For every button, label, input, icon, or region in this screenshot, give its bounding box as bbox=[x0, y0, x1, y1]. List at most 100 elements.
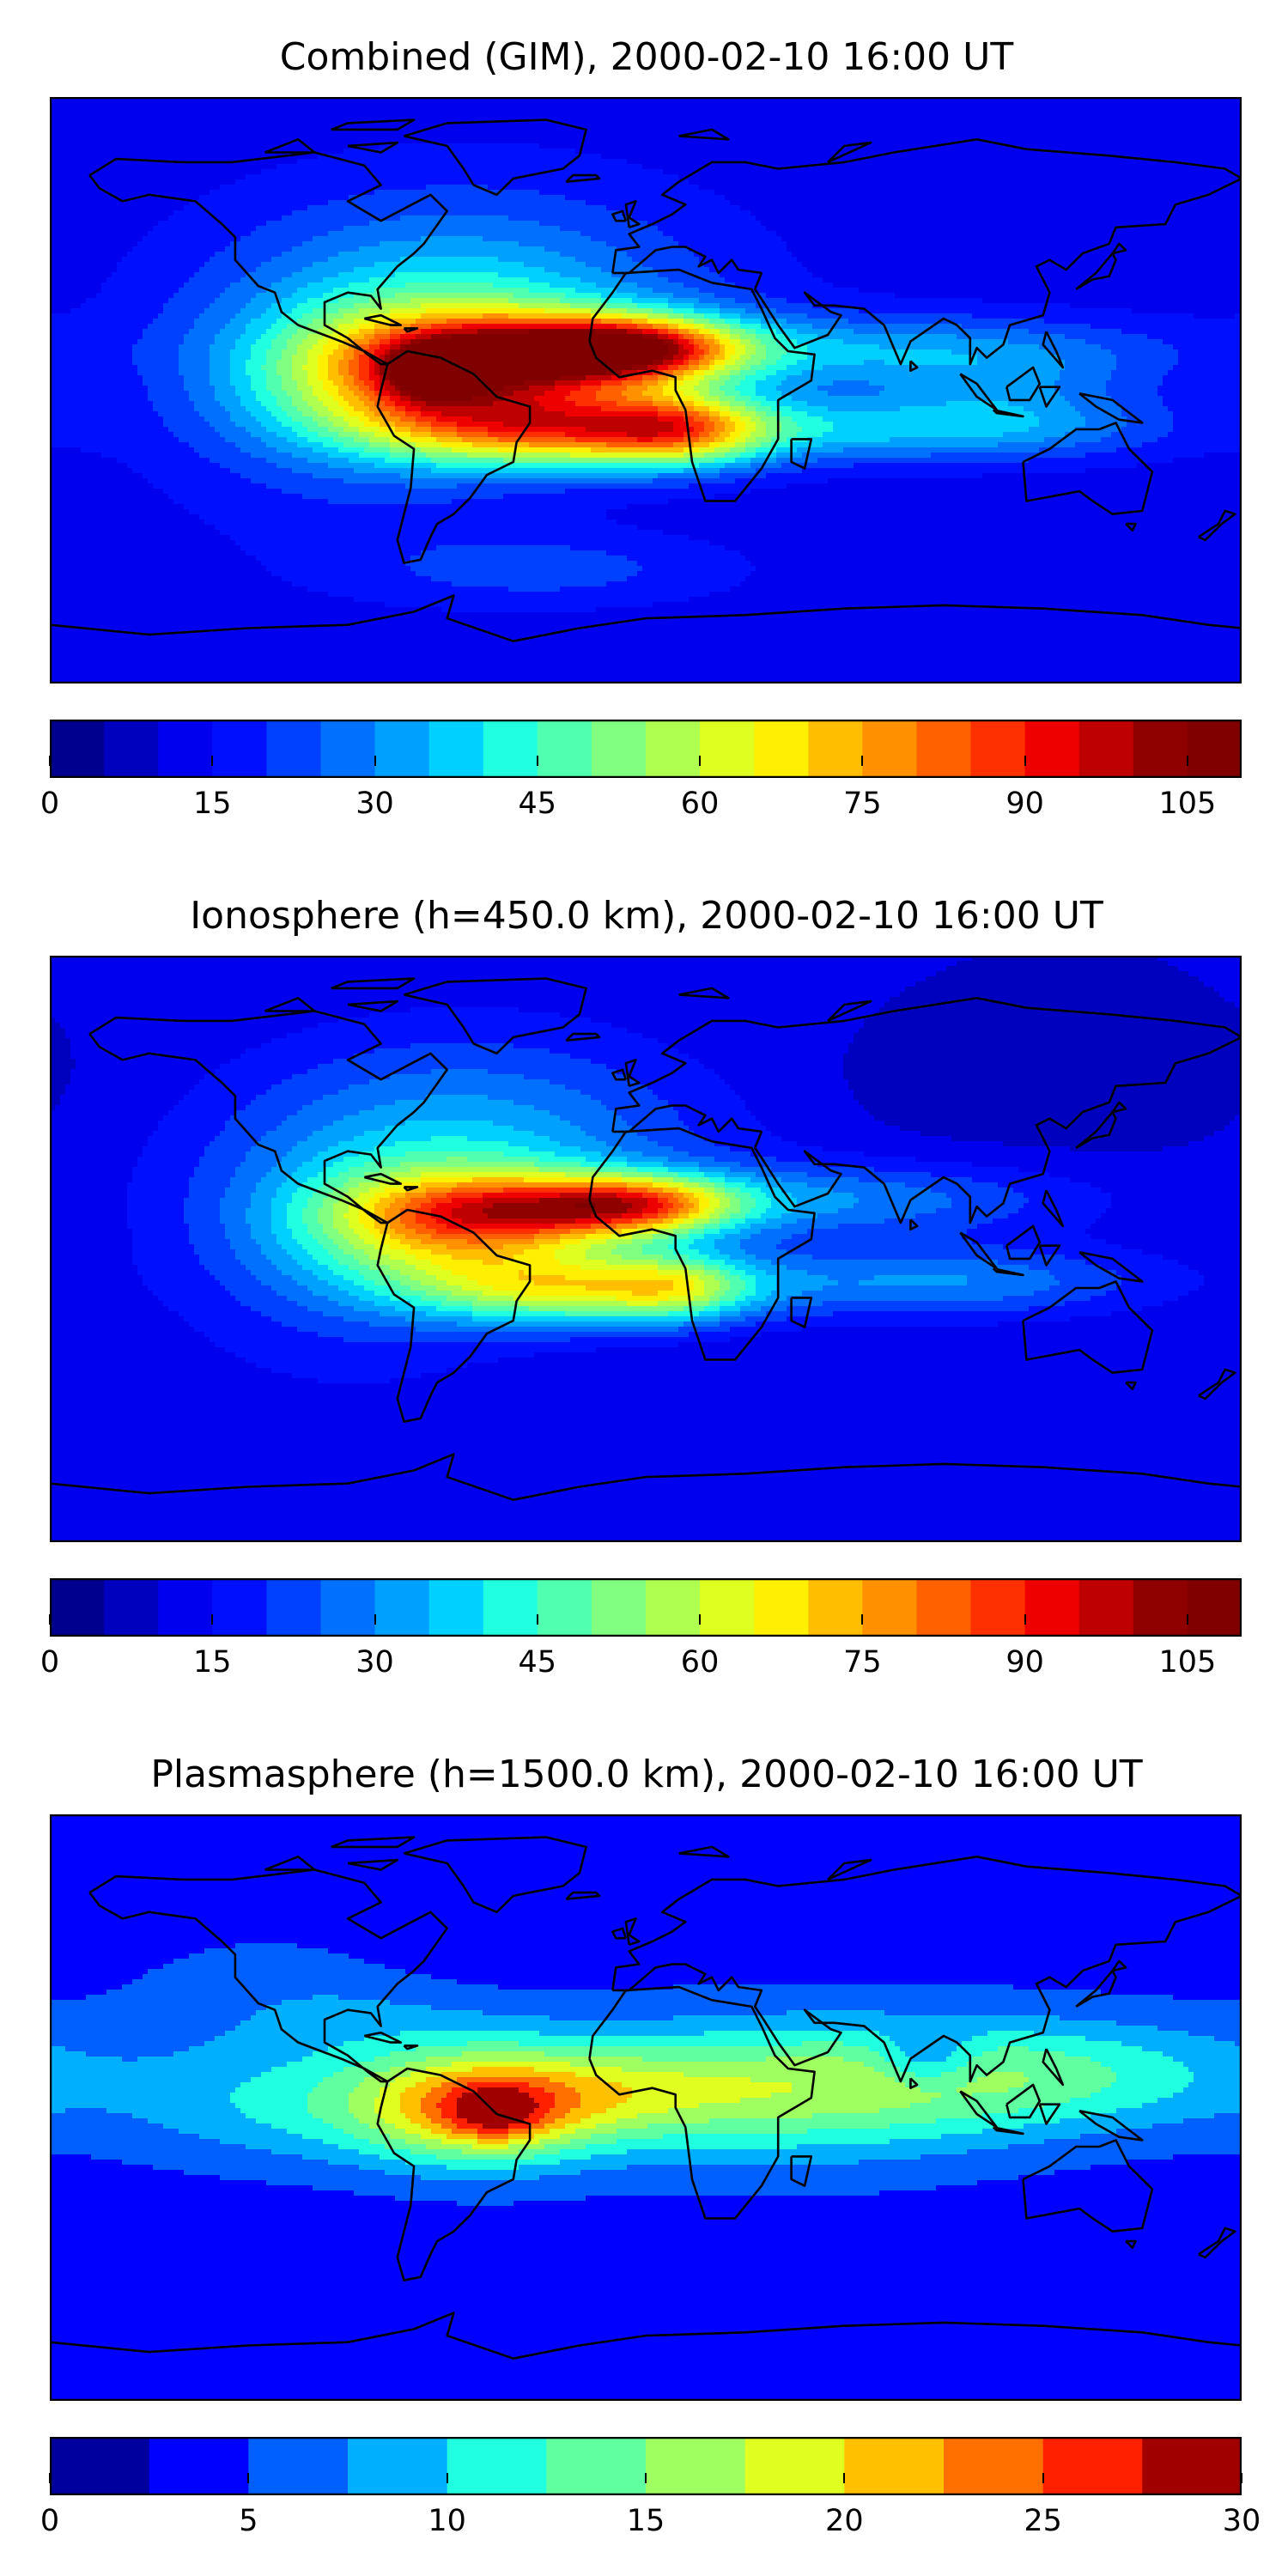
colorbar bbox=[50, 720, 1242, 778]
colorbar-segment bbox=[50, 720, 105, 778]
colorbar-tick bbox=[49, 1614, 51, 1625]
colorbar-segment bbox=[374, 720, 430, 778]
colorbar-tick-label: 30 bbox=[355, 787, 394, 821]
colorbar-tick bbox=[1042, 2473, 1044, 2483]
colorbar-segment bbox=[212, 1578, 267, 1637]
colorbar-segment bbox=[944, 2437, 1044, 2495]
colorbar bbox=[50, 2437, 1242, 2495]
panel-title: Plasmasphere (h=1500.0 km), 2000-02-10 1… bbox=[150, 1753, 1143, 1796]
colorbar-tick bbox=[446, 2473, 448, 2483]
colorbar-segment bbox=[348, 2437, 448, 2495]
colorbar-segment bbox=[320, 1578, 376, 1637]
colorbar-tick-label: 5 bbox=[239, 2504, 258, 2538]
coastlines bbox=[50, 118, 1242, 642]
colorbar-tick-label: 0 bbox=[39, 787, 60, 821]
colorbar-segment bbox=[483, 720, 538, 778]
colorbar-segment bbox=[808, 720, 863, 778]
colorbar-segment bbox=[646, 1578, 701, 1637]
colorbar-tick bbox=[211, 1614, 214, 1625]
colorbar-tick bbox=[1024, 756, 1026, 766]
colorbar-segment bbox=[537, 720, 592, 778]
colorbar-ticks: 0 15 30 45 60 75 90 105 bbox=[40, 1614, 1242, 1683]
colorbar-segment bbox=[537, 1578, 592, 1637]
tec-field bbox=[50, 97, 1242, 683]
colorbar-segment bbox=[808, 1578, 863, 1637]
colorbar-tick bbox=[49, 2473, 51, 2483]
colorbar-ticks: 0 5 10 15 20 25 30 bbox=[40, 2473, 1261, 2542]
colorbar-segment bbox=[1187, 720, 1242, 778]
coastlines bbox=[50, 1836, 1242, 2360]
colorbar-segment bbox=[970, 1578, 1026, 1637]
panel-title: Ionosphere (h=450.0 km), 2000-02-10 16:0… bbox=[190, 894, 1103, 938]
tec-field bbox=[50, 1814, 1242, 2401]
colorbar-tick bbox=[374, 1614, 376, 1625]
colorbar-tick bbox=[1241, 2473, 1242, 2483]
colorbar-tick-label: 20 bbox=[825, 2504, 864, 2538]
colorbar-segment bbox=[700, 720, 755, 778]
map-frame bbox=[50, 97, 1242, 683]
colorbar-tick-label: 25 bbox=[1024, 2504, 1062, 2538]
colorbar-segment bbox=[104, 1578, 159, 1637]
colorbar-tick-label: 105 bbox=[1158, 787, 1217, 821]
colorbar-segment bbox=[546, 2437, 647, 2495]
colorbar-tick-label: 60 bbox=[680, 787, 720, 821]
colorbar-tick-label: 30 bbox=[355, 1645, 394, 1680]
colorbar-tick-label: 105 bbox=[1158, 1645, 1217, 1680]
colorbar-segment bbox=[1024, 720, 1080, 778]
colorbar-tick bbox=[861, 1614, 864, 1625]
colorbar bbox=[50, 1578, 1242, 1637]
colorbar-segment bbox=[1133, 720, 1188, 778]
colorbar-segment bbox=[591, 1578, 647, 1637]
colorbar-segment bbox=[158, 720, 213, 778]
tec-map bbox=[50, 97, 1242, 683]
colorbar-segment bbox=[428, 720, 484, 778]
colorbar-tick-label: 60 bbox=[680, 1645, 720, 1680]
colorbar-tick bbox=[49, 756, 51, 766]
colorbar-tick-label: 15 bbox=[626, 2504, 665, 2538]
colorbar-frame bbox=[50, 2437, 1242, 2495]
colorbar-segment bbox=[320, 720, 376, 778]
colorbar-segment bbox=[916, 1578, 972, 1637]
colorbar-segment bbox=[862, 1578, 918, 1637]
plasmasphere-panel: Plasmasphere (h=1500.0 km), 2000-02-10 1… bbox=[0, 1717, 1288, 2576]
colorbar-tick bbox=[699, 756, 702, 766]
colorbar-tick-label: 45 bbox=[518, 787, 557, 821]
colorbar-segment bbox=[50, 1578, 105, 1637]
map-frame bbox=[50, 1814, 1242, 2401]
colorbar-tick-label: 15 bbox=[192, 1645, 232, 1680]
colorbar-tick bbox=[1024, 1614, 1026, 1625]
colorbar-segment bbox=[646, 2437, 746, 2495]
colorbar-tick bbox=[374, 756, 376, 766]
colorbar-tick-label: 0 bbox=[39, 2504, 60, 2538]
colorbar-segment bbox=[754, 720, 809, 778]
ionosphere-panel: Ionosphere (h=450.0 km), 2000-02-10 16:0… bbox=[0, 859, 1288, 1717]
tec-field bbox=[50, 956, 1242, 1542]
colorbar-tick bbox=[843, 2473, 846, 2483]
tec-map bbox=[50, 1814, 1242, 2401]
colorbar-tick-label: 90 bbox=[1005, 787, 1044, 821]
colorbar-tick bbox=[645, 2473, 647, 2483]
colorbar-segment bbox=[700, 1578, 755, 1637]
colorbar-tick-label: 90 bbox=[1005, 1645, 1044, 1680]
colorbar-segment bbox=[212, 720, 267, 778]
colorbar-segment bbox=[754, 1578, 809, 1637]
colorbar-segment bbox=[149, 2437, 249, 2495]
colorbar-segment bbox=[1078, 1578, 1134, 1637]
colorbar-frame bbox=[50, 1578, 1242, 1637]
colorbar-tick bbox=[247, 2473, 250, 2483]
colorbar-tick bbox=[536, 756, 538, 766]
colorbar-segment bbox=[266, 1578, 322, 1637]
colorbar-tick-label: 75 bbox=[843, 787, 882, 821]
colorbar-frame bbox=[50, 720, 1242, 778]
colorbar-segment bbox=[104, 720, 159, 778]
colorbar-segment bbox=[428, 1578, 484, 1637]
colorbar-tick bbox=[699, 1614, 702, 1625]
colorbar-tick bbox=[536, 1614, 538, 1625]
colorbar-segment bbox=[158, 1578, 213, 1637]
colorbar-segment bbox=[50, 2437, 150, 2495]
combined-gim-panel: Combined (GIM), 2000-02-10 16:00 UT 0 15 3… bbox=[0, 0, 1288, 859]
colorbar-segment bbox=[970, 720, 1026, 778]
colorbar-tick-label: 10 bbox=[428, 2504, 466, 2538]
colorbar-segment bbox=[1042, 2437, 1143, 2495]
colorbar-segment bbox=[1142, 2437, 1242, 2495]
